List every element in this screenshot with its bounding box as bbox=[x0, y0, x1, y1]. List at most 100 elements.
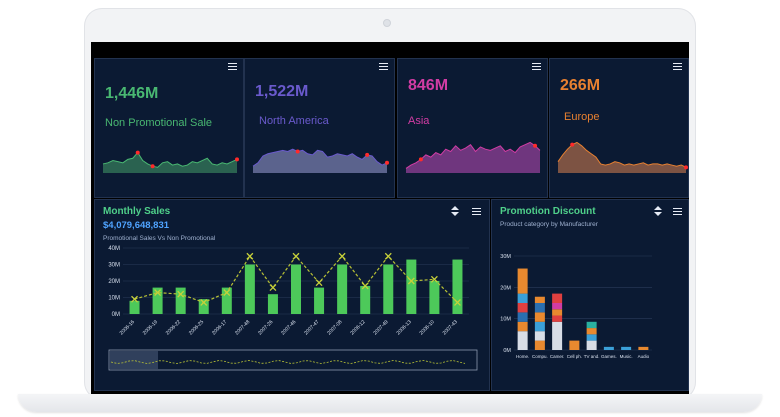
sort-icon[interactable] bbox=[451, 206, 459, 216]
x-tick-label: Cell ph. bbox=[567, 354, 582, 359]
y-tick-label: 20M bbox=[500, 285, 511, 291]
bar bbox=[452, 259, 463, 314]
sparkline-point bbox=[150, 164, 155, 169]
bar bbox=[129, 300, 140, 314]
menu-icon[interactable] bbox=[228, 63, 237, 70]
bar bbox=[291, 264, 301, 314]
x-tick-label: 2007-43 bbox=[442, 319, 459, 336]
sparkline-area bbox=[103, 152, 237, 173]
stacked-bar-segment bbox=[517, 312, 528, 322]
sparkline-point bbox=[418, 157, 423, 162]
stacked-bar-segment bbox=[569, 340, 580, 350]
kpi-value: 1,446M bbox=[105, 85, 159, 102]
kpi-panel-asia: 846M Asia bbox=[397, 58, 548, 198]
sparkline-point bbox=[235, 157, 239, 162]
series-point bbox=[200, 298, 208, 306]
navigator-window bbox=[110, 351, 158, 369]
bar bbox=[360, 285, 371, 314]
kpi-label: North America bbox=[259, 115, 329, 127]
menu-icon[interactable] bbox=[673, 208, 682, 215]
stacked-bar-segment bbox=[552, 293, 563, 303]
y-tick-label: 30M bbox=[500, 254, 511, 260]
menu-icon[interactable] bbox=[379, 63, 388, 70]
bar bbox=[429, 281, 440, 314]
stacked-bar-segment bbox=[534, 312, 545, 322]
stacked-bar-segment bbox=[517, 321, 528, 332]
stacked-bar-segment bbox=[534, 303, 545, 313]
bar bbox=[406, 259, 417, 314]
x-tick-label: 2006-17 bbox=[211, 319, 228, 336]
stacked-bar-segment bbox=[586, 321, 597, 329]
sparkline-point bbox=[684, 165, 688, 170]
menu-icon[interactable] bbox=[472, 208, 481, 215]
stacked-bar-segment bbox=[621, 346, 632, 350]
bar bbox=[337, 264, 348, 314]
sparkline-point bbox=[365, 152, 370, 157]
stacked-bar-segment bbox=[517, 303, 528, 313]
sparkline-area bbox=[406, 142, 540, 173]
bar bbox=[175, 287, 186, 314]
stacked-bar-segment bbox=[534, 331, 545, 341]
bar bbox=[198, 299, 209, 314]
stacked-bar-segment bbox=[603, 346, 614, 350]
sparkline-line bbox=[102, 151, 238, 168]
stacked-bar-segment bbox=[534, 340, 545, 350]
sparkline bbox=[102, 150, 239, 173]
x-tick-label: 2007-47 bbox=[303, 319, 320, 336]
series-point bbox=[154, 289, 162, 297]
sparkline-line bbox=[405, 141, 541, 169]
panel-subtitle: Promotional Sales Vs Non Promotional bbox=[103, 235, 216, 242]
x-tick-label: 2006-25 bbox=[188, 319, 205, 336]
bar bbox=[244, 264, 255, 314]
sparkline-point bbox=[385, 160, 389, 165]
x-tick-label: 2007-08 bbox=[326, 319, 343, 336]
y-tick-label: 0M bbox=[503, 348, 511, 354]
x-tick-label: 2006-12 bbox=[349, 319, 366, 336]
x-tick-label: Audio bbox=[638, 354, 650, 359]
x-tick-label: Music. bbox=[620, 354, 633, 359]
sparkline bbox=[557, 141, 688, 173]
y-tick-label: 40M bbox=[108, 246, 120, 252]
y-tick-label: 20M bbox=[108, 279, 120, 285]
panel-title: Promotion Discount bbox=[500, 206, 596, 217]
kpi-panel-europe: 266M Europe bbox=[549, 58, 689, 198]
navigator-series bbox=[110, 360, 466, 364]
x-tick-label: TV and. bbox=[584, 354, 600, 359]
x-tick-label: 2006-19 bbox=[142, 319, 159, 336]
menu-icon[interactable] bbox=[532, 63, 541, 70]
bar bbox=[314, 287, 325, 314]
x-tick-label: 2007-48 bbox=[234, 319, 251, 336]
kpi-label: Asia bbox=[408, 115, 430, 127]
menu-icon[interactable] bbox=[673, 63, 682, 70]
x-tick-label: Compu. bbox=[532, 354, 548, 359]
stacked-bar-segment bbox=[534, 296, 545, 303]
kpi-panel-non-promotional: 1,446M Non Promotional Sale bbox=[94, 58, 244, 198]
laptop-base bbox=[18, 394, 762, 412]
series-point bbox=[361, 282, 369, 290]
stacked-bar-segment bbox=[552, 309, 563, 316]
x-tick-label: 2006-16 bbox=[119, 319, 136, 336]
series-point bbox=[454, 298, 461, 306]
x-tick-label: Home. bbox=[516, 354, 529, 359]
y-tick-label: 10M bbox=[500, 317, 511, 323]
x-tick-label: 2007-49 bbox=[372, 319, 389, 336]
stacked-bar-segment bbox=[517, 293, 528, 303]
kpi-value: 846M bbox=[408, 77, 449, 94]
sort-icon[interactable] bbox=[654, 206, 662, 216]
series-point bbox=[246, 252, 254, 260]
stacked-bar-segment bbox=[534, 321, 545, 332]
navigator-frame bbox=[108, 349, 478, 371]
promotion-discount-panel: Promotion Discount Product category by M… bbox=[491, 199, 689, 391]
bar bbox=[152, 287, 163, 314]
series-point bbox=[338, 252, 346, 260]
camera-icon bbox=[383, 19, 391, 27]
stacked-bar-segment bbox=[517, 268, 528, 294]
series-point bbox=[223, 289, 231, 297]
bar bbox=[221, 287, 232, 314]
x-tick-label: 2006-13 bbox=[396, 319, 413, 336]
kpi-label: Non Promotional Sale bbox=[105, 117, 213, 129]
sparkline-point bbox=[533, 143, 538, 148]
x-tick-label: Games. bbox=[601, 354, 617, 359]
stacked-bar-segment bbox=[552, 303, 563, 310]
